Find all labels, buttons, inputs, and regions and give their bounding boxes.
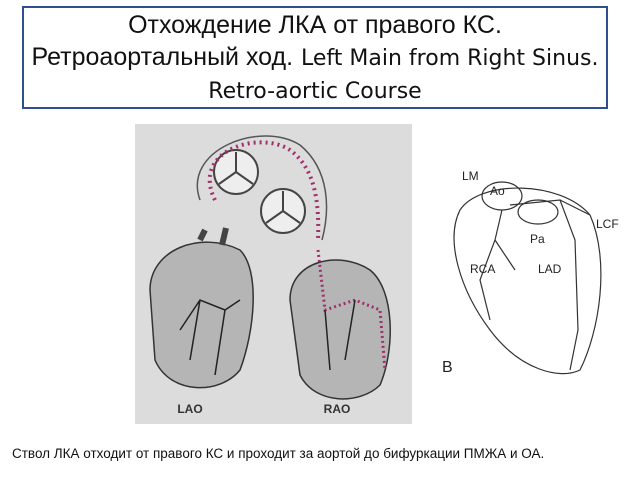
label: Ao [490,184,505,198]
right-diagram: LM Ao Pa LCF RCA LAD B [442,169,619,376]
label: LM [462,169,479,183]
label: LCF [596,217,619,231]
label: RCA [470,262,495,276]
label: B [442,359,453,376]
caption: Ствол ЛКА отходит от правого КС и проход… [12,446,545,461]
label: LAD [538,262,562,276]
label: RAO [324,402,351,416]
title-en: Left Main from Right Sinus. Retro-aortic… [208,46,599,104]
title-ru: Отхождение ЛКА от правого КС. Ретроаорта… [31,11,502,71]
label: Pa [530,232,545,246]
title-box: Отхождение ЛКА от правого КС. Ретроаорта… [22,6,608,109]
label: LAO [177,402,202,416]
left-illustration: LAO RAO [135,124,412,424]
